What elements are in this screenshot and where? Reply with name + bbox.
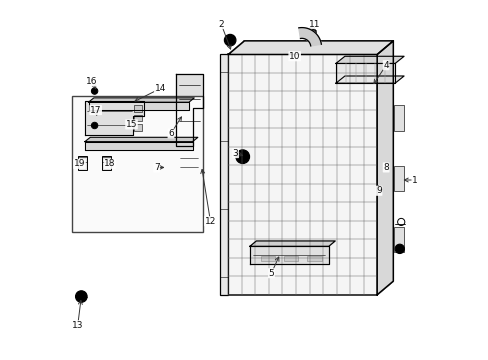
Circle shape — [76, 291, 87, 302]
Circle shape — [394, 244, 404, 253]
Bar — [394, 227, 404, 252]
Bar — [72, 96, 203, 232]
Text: 15: 15 — [125, 120, 137, 129]
Text: 1: 1 — [411, 176, 417, 185]
Polygon shape — [85, 101, 144, 135]
Text: 9: 9 — [375, 186, 381, 195]
Polygon shape — [85, 137, 198, 141]
Text: 12: 12 — [204, 217, 216, 226]
Circle shape — [91, 88, 98, 94]
Bar — [134, 105, 142, 112]
Bar — [134, 115, 142, 121]
Bar — [260, 256, 274, 261]
Bar — [220, 54, 228, 295]
Circle shape — [78, 294, 84, 300]
Circle shape — [305, 28, 316, 38]
Text: 3: 3 — [232, 149, 238, 158]
Bar — [394, 166, 404, 192]
Text: 2: 2 — [218, 19, 224, 28]
Polygon shape — [88, 98, 194, 102]
Polygon shape — [335, 76, 403, 83]
Bar — [228, 54, 376, 295]
Text: 10: 10 — [288, 52, 300, 61]
Text: 14: 14 — [154, 84, 165, 93]
Text: 18: 18 — [104, 159, 116, 168]
Bar — [284, 256, 298, 261]
Bar — [134, 125, 142, 131]
Text: 7: 7 — [153, 163, 159, 172]
Polygon shape — [249, 246, 328, 264]
Bar — [306, 256, 321, 261]
Text: 4: 4 — [383, 61, 388, 70]
Circle shape — [224, 35, 235, 46]
Polygon shape — [85, 141, 192, 149]
Bar — [78, 156, 87, 170]
Polygon shape — [335, 56, 403, 63]
Circle shape — [227, 37, 233, 43]
Circle shape — [91, 122, 98, 129]
Text: 8: 8 — [383, 163, 388, 172]
Polygon shape — [298, 28, 321, 46]
Bar — [102, 156, 111, 170]
Bar — [178, 151, 201, 184]
Polygon shape — [228, 41, 392, 54]
Circle shape — [397, 247, 401, 251]
Circle shape — [166, 165, 170, 170]
Circle shape — [239, 153, 246, 160]
Circle shape — [235, 150, 249, 163]
Text: 19: 19 — [74, 159, 85, 168]
Text: 5: 5 — [268, 269, 274, 278]
Text: 13: 13 — [72, 321, 83, 330]
Text: 11: 11 — [308, 19, 320, 28]
Polygon shape — [176, 74, 203, 146]
Bar — [394, 105, 404, 131]
Text: 16: 16 — [86, 77, 98, 86]
Polygon shape — [376, 41, 392, 295]
Polygon shape — [249, 241, 335, 246]
Circle shape — [308, 31, 313, 36]
Polygon shape — [88, 102, 188, 110]
Polygon shape — [335, 63, 394, 83]
Text: 6: 6 — [168, 129, 174, 138]
Circle shape — [163, 162, 173, 172]
Text: 17: 17 — [90, 105, 101, 114]
